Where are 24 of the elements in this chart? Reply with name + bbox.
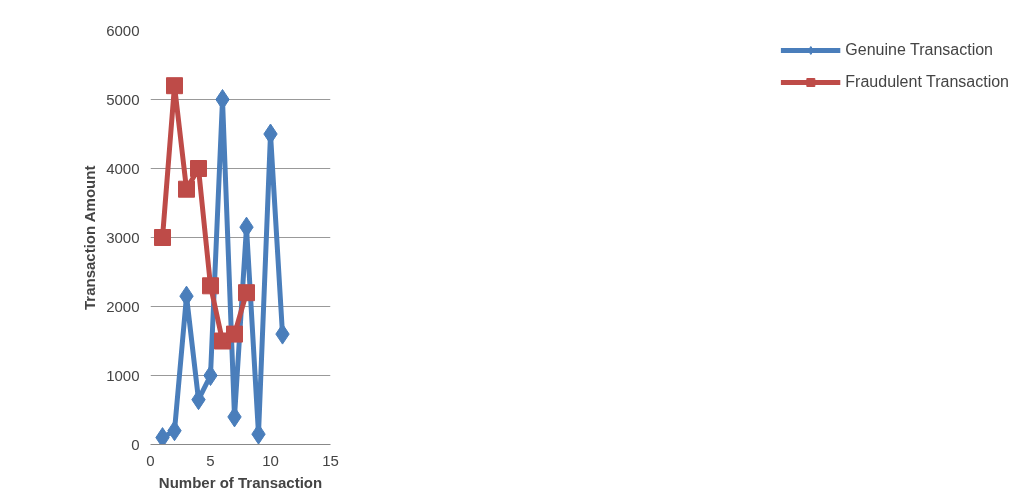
- legend-label: Fraudulent Transaction: [845, 73, 1009, 91]
- y-tick-label: 1000: [106, 366, 140, 384]
- y-axis-title: Transaction Amount: [81, 165, 99, 311]
- point: [238, 284, 255, 302]
- point: [202, 277, 219, 295]
- y-tick-label: 0: [131, 435, 140, 453]
- point: [154, 229, 171, 246]
- x-axis-title: Number of Transaction: [158, 473, 323, 491]
- y-tick-label: 5000: [106, 90, 140, 108]
- point: [155, 427, 170, 445]
- y-tick-label: 6000: [106, 21, 140, 39]
- point: [190, 160, 207, 177]
- point: [178, 180, 195, 198]
- point: [226, 325, 243, 343]
- y-tick-label: 2000: [106, 297, 140, 315]
- x-tick-label: 0: [146, 451, 155, 469]
- x-tick-label: 10: [262, 451, 279, 469]
- x-tick-label: 15: [322, 451, 339, 469]
- y-tick-label: 4000: [106, 159, 140, 177]
- legend-label: Genuine Transaction: [845, 41, 993, 59]
- point: [203, 365, 218, 386]
- y-tick-label: 3000: [106, 228, 140, 246]
- point: [166, 77, 183, 95]
- x-tick-label: 5: [206, 451, 215, 469]
